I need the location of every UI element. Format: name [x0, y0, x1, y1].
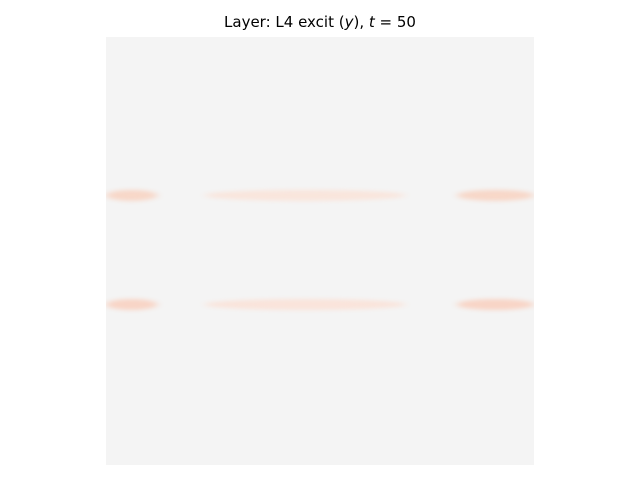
- plot-title: Layer: L4 excit (y), t = 50: [0, 13, 640, 31]
- heatmap-background: [106, 37, 534, 465]
- title-equals: =: [374, 13, 397, 31]
- band-1-segment-2: [204, 189, 406, 201]
- title-prefix: Layer: L4 excit (: [224, 13, 345, 31]
- band-2-segment-2: [204, 299, 406, 310]
- band-1-segment-3: [456, 189, 534, 201]
- activity-bands: [106, 189, 534, 310]
- band-2-segment-3: [456, 299, 534, 310]
- title-time-value: 50: [396, 13, 416, 31]
- title-mid: ),: [353, 13, 369, 31]
- title-time-variable: t: [368, 13, 375, 31]
- title-variable: y: [344, 13, 354, 31]
- heatmap-clip-group: [106, 189, 534, 310]
- band-2-segment-1: [106, 299, 158, 310]
- band-1-segment-1: [106, 189, 158, 201]
